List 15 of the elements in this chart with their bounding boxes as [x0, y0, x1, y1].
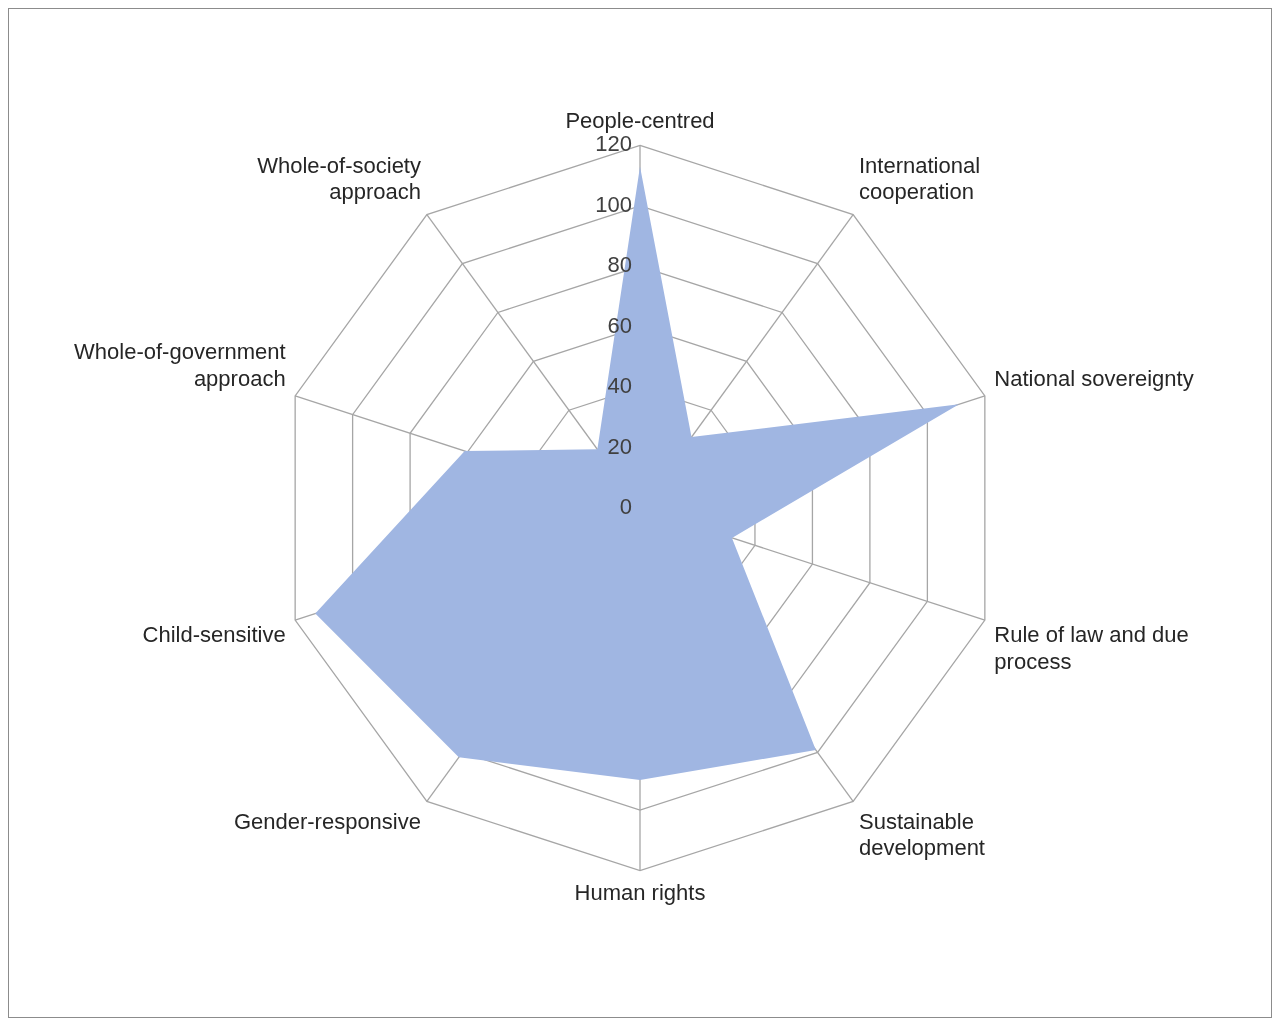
spoke-label: Sustainable development	[859, 808, 985, 861]
spoke-label: National sovereignty	[994, 365, 1194, 391]
y-tick-label: 100	[595, 191, 632, 217]
spoke-label: People-centred	[565, 108, 715, 134]
spoke-label: International cooperation	[859, 153, 981, 205]
spoke-label: Whole-of-society approach	[257, 153, 421, 205]
y-tick-label: 20	[607, 433, 632, 459]
spoke-label: Gender-responsive	[233, 808, 421, 834]
spoke-label: Whole-of-government approach	[74, 339, 286, 391]
spoke-label: Human rights	[574, 879, 706, 905]
y-tick-label: 40	[607, 373, 632, 399]
spoke-label: Rule of law and due process	[994, 622, 1189, 674]
y-tick-label: 80	[607, 252, 632, 278]
y-tick-label: 0	[619, 494, 632, 520]
spoke-label: Child-sensitive	[142, 622, 286, 648]
